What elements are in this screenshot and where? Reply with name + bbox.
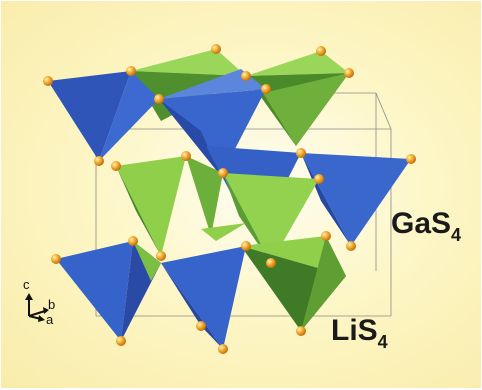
sulfur-atom: [346, 241, 356, 251]
sulfur-atom: [241, 241, 251, 251]
lis4-tetrahedron: [133, 241, 161, 281]
gas4-label-main: GaS: [391, 207, 452, 240]
bottom-layer-tetrahedra: [56, 236, 346, 349]
sulfur-atoms: [43, 44, 416, 354]
lis4-tetrahedron: [301, 236, 346, 331]
axis-triad: [25, 293, 49, 322]
lis4-label: LiS4: [331, 314, 388, 352]
sulfur-atom: [261, 84, 271, 94]
sulfur-atom: [314, 174, 324, 184]
lis4-tetrahedron: [116, 166, 161, 256]
gas4-label: GaS4: [391, 207, 461, 245]
lis4-label-subscript: 4: [377, 332, 388, 352]
lis4-tetrahedron: [223, 173, 319, 263]
gas4-tetrahedron: [159, 89, 266, 176]
sulfur-atom: [344, 68, 354, 78]
sulfur-atom: [266, 258, 276, 268]
middle-layer-tetrahedra: [116, 146, 411, 263]
sulfur-atom: [51, 254, 61, 264]
lis4-tetrahedron: [201, 223, 246, 241]
lis4-tetrahedron: [241, 246, 346, 331]
sulfur-atom: [241, 71, 251, 81]
sulfur-atom: [406, 154, 416, 164]
sulfur-atom: [211, 44, 221, 54]
sulfur-atom: [128, 236, 138, 246]
sulfur-atom: [196, 321, 206, 331]
top-layer-tetrahedra: [48, 49, 349, 176]
sulfur-atom: [218, 344, 228, 354]
axis-label-c: c: [23, 277, 30, 292]
lis4-tetrahedron: [263, 73, 349, 146]
sulfur-atom: [156, 251, 166, 261]
gas4-tetrahedron: [159, 69, 266, 99]
lis4-tetrahedron: [246, 51, 349, 76]
sulfur-atom: [43, 76, 53, 86]
sulfur-atom: [321, 231, 331, 241]
gas4-tetrahedron: [161, 263, 223, 349]
gas4-tetrahedron: [301, 153, 411, 246]
sulfur-atom: [94, 156, 104, 166]
lis4-tetrahedron: [186, 156, 223, 236]
sulfur-atom: [154, 94, 164, 104]
sulfur-atom: [116, 336, 126, 346]
axis-label-a: a: [46, 312, 54, 327]
lis4-tetrahedron: [131, 49, 246, 76]
gas4-tetrahedron: [159, 99, 221, 176]
gas4-tetrahedron: [301, 153, 351, 246]
sulfur-atom: [181, 151, 191, 161]
sulfur-atom: [126, 66, 136, 76]
lis4-tetrahedron: [116, 156, 186, 256]
sulfur-atom: [296, 148, 306, 158]
gas4-label-subscript: 4: [451, 225, 462, 245]
sulfur-atom: [296, 326, 306, 336]
sulfur-atom: [218, 168, 228, 178]
lis4-tetrahedron: [223, 173, 271, 263]
gas4-tetrahedron: [56, 241, 133, 341]
gas4-tetrahedron: [99, 71, 159, 161]
sulfur-atom: [316, 46, 326, 56]
sulfur-atom: [111, 161, 121, 171]
axis-label-b: b: [48, 297, 56, 312]
gas4-tetrahedron: [48, 71, 131, 161]
gas4-tetrahedron: [161, 246, 246, 349]
lis4-label-main: LiS: [331, 314, 378, 347]
